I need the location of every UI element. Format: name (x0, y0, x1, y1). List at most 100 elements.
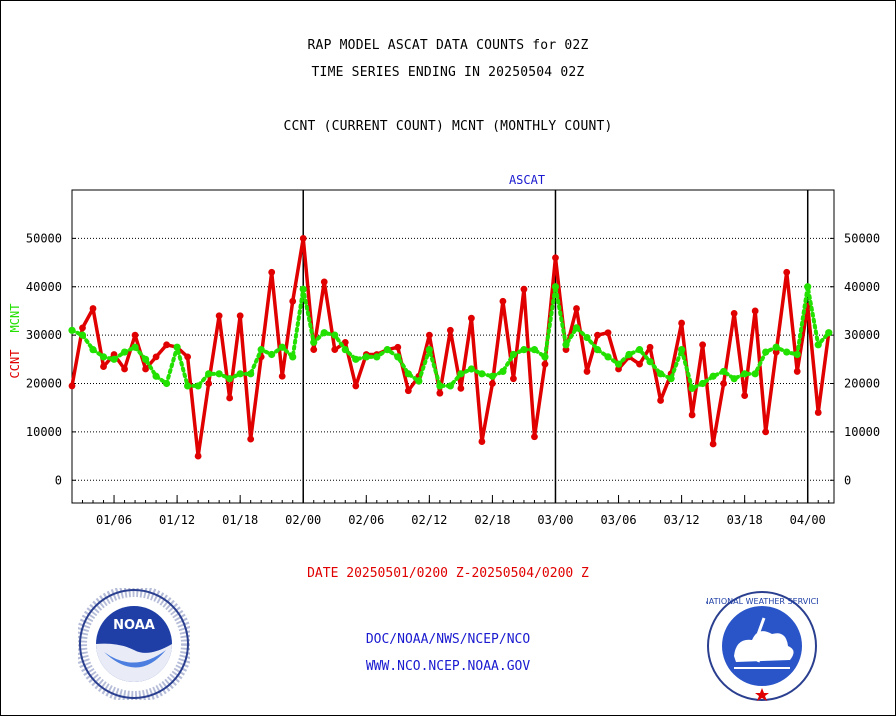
ccnt-series-point (520, 285, 528, 293)
ccnt-series-point (194, 452, 202, 460)
ccnt-series-point (205, 380, 213, 387)
org-label: DOC/NOAA/NWS/NCEP/NCO (365, 632, 531, 647)
y-tick-label-right: 30000 (844, 328, 880, 342)
mcnt-series-point (499, 367, 507, 376)
ccnt-series-point (646, 343, 654, 351)
ccnt-series-point (814, 409, 822, 416)
nws-logo-text: NATIONAL WEATHER SERVICE (706, 597, 818, 606)
mcnt-series-point (257, 346, 265, 354)
ccnt-series-point (510, 375, 517, 383)
ccnt-series-point (531, 433, 538, 441)
mcnt-series-point (446, 382, 454, 390)
ccnt-series-point (236, 312, 244, 320)
y-tick-label-right: 20000 (844, 377, 880, 391)
ccnt-series-point (636, 360, 643, 368)
mcnt-series-point (89, 346, 97, 354)
y-axis-label-mcnt: MCNT (8, 304, 22, 333)
mcnt-series-point (141, 355, 150, 363)
ccnt-series-point (163, 341, 170, 349)
ccnt-series-point (583, 368, 591, 375)
mcnt-series-point (699, 379, 707, 388)
x-tick-label: 03/06 (600, 513, 636, 527)
y-axis-label-ccnt: CCNT (8, 350, 22, 379)
ccnt-series-point (404, 387, 412, 395)
mcnt-series-point (152, 372, 160, 380)
ccnt-series-point (436, 389, 444, 397)
date-range-label: DATE 20250501/0200 Z-20250504/0200 Z (307, 566, 589, 581)
ccnt-series-point (489, 380, 496, 387)
ccnt-series-point (657, 397, 664, 404)
mcnt-series-point (804, 283, 812, 291)
mcnt-series-point (478, 370, 486, 378)
x-tick-label: 02/00 (285, 513, 321, 527)
ccnt-series-point (394, 343, 402, 351)
mcnt-series-point (215, 370, 223, 378)
noaa-logo-text: NOAA (113, 618, 155, 633)
x-tick-label: 01/12 (159, 513, 195, 527)
y-tick-label-right: 10000 (844, 425, 880, 439)
mcnt-series-point (656, 370, 665, 378)
url-label: WWW.NCO.NCEP.NOAA.GOV (365, 659, 531, 674)
mcnt-series-point (268, 350, 276, 359)
mcnt-series-point (678, 346, 686, 354)
mcnt-series-point (709, 372, 717, 380)
ccnt-series-point (121, 365, 128, 373)
x-tick-label: 03/12 (664, 513, 700, 527)
mcnt-series-point (299, 285, 307, 293)
mcnt-series-point (352, 355, 360, 363)
ccnt-series-point (604, 329, 612, 337)
plot-frame (71, 189, 835, 504)
mcnt-series-point (320, 329, 328, 337)
ccnt-series-point (299, 234, 307, 242)
mcnt-series-point (394, 353, 402, 361)
mcnt-series-point (362, 353, 370, 361)
mcnt-series-point (131, 343, 139, 351)
ccnt-series-point (467, 314, 475, 322)
mcnt-series-point (173, 343, 181, 351)
y-tick-label-right: 50000 (844, 231, 880, 245)
ccnt-series-point (278, 372, 286, 380)
ccnt-series-point (79, 324, 86, 332)
chart-title-line2: TIME SERIES ENDING IN 20250504 02Z (311, 65, 585, 80)
mcnt-series-point (383, 346, 391, 354)
mcnt-series-point (236, 370, 244, 378)
mcnt-series-point (488, 372, 497, 380)
mcnt-series-point (562, 341, 570, 349)
mcnt-series-point (68, 326, 76, 334)
mcnt-series-point (289, 353, 297, 361)
x-tick-label: 02/12 (411, 513, 447, 527)
x-tick-label: 01/06 (96, 513, 132, 527)
ccnt-series-point (478, 438, 486, 445)
mcnt-series-point (436, 382, 444, 390)
mcnt-series-point (162, 379, 171, 388)
chart-title-line3: CCNT (CURRENT COUNT) MCNT (MONTHLY COUNT… (283, 119, 613, 134)
mcnt-series-point (205, 370, 213, 378)
ccnt-series-point (552, 254, 559, 262)
mcnt-series-point (278, 343, 286, 351)
mcnt-series-point (530, 346, 539, 354)
y-tick-label-left: 20000 (26, 377, 62, 391)
mcnt-series-point (593, 346, 602, 354)
mcnt-series-point (247, 370, 255, 378)
y-tick-label-left: 50000 (26, 231, 62, 245)
ccnt-series-point (699, 341, 707, 349)
ccnt-series-point (573, 305, 580, 312)
mcnt-series-point (120, 348, 129, 356)
mcnt-series-point (373, 353, 381, 361)
ccnt-series-point (541, 360, 549, 368)
y-tick-label-left: 40000 (26, 280, 62, 294)
mcnt-series-point (583, 333, 591, 342)
mcnt-series-point (741, 370, 749, 378)
x-tick-label: 02/18 (474, 513, 510, 527)
mcnt-series-point (509, 350, 518, 359)
mcnt-series-point (331, 331, 339, 339)
ccnt-series-point (152, 353, 160, 361)
ccnt-series-point (310, 346, 318, 354)
ccnt-series-point (425, 331, 433, 339)
mcnt-series-point (194, 382, 202, 390)
ccnt-series-point (741, 392, 749, 400)
ccnt-series-point (446, 326, 454, 334)
mcnt-series-point (520, 346, 528, 354)
ccnt-series-point (594, 331, 601, 339)
mcnt-series-point (720, 367, 728, 376)
